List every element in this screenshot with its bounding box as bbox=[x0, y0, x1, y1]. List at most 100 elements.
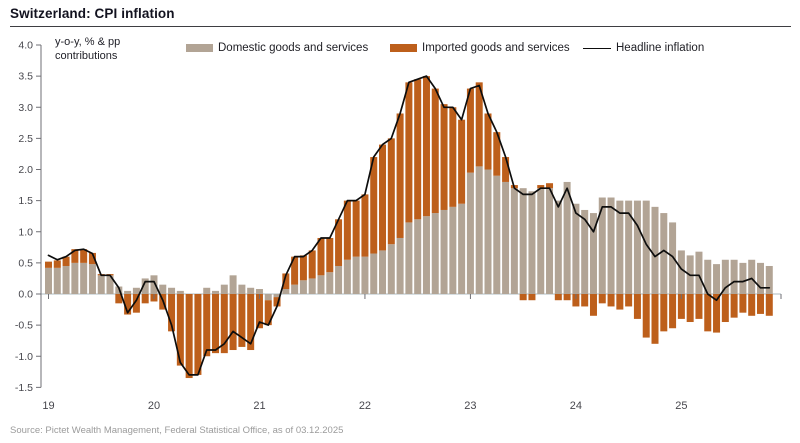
bar-segment bbox=[80, 262, 88, 294]
bar-segment bbox=[185, 294, 193, 379]
bar-segment bbox=[475, 82, 483, 167]
bar-segment bbox=[572, 203, 580, 294]
bar-segment bbox=[124, 290, 132, 294]
bar-segment bbox=[440, 104, 448, 210]
bar-segment bbox=[405, 82, 413, 223]
bar-segment bbox=[264, 300, 272, 326]
tick-label: 1.0 bbox=[18, 226, 33, 238]
bar-segment bbox=[616, 200, 624, 294]
bar-segment bbox=[519, 294, 527, 301]
imported-swatch-icon bbox=[390, 44, 417, 52]
bar-segment bbox=[607, 294, 615, 307]
bar-segment bbox=[458, 203, 466, 294]
bar-segment bbox=[502, 181, 510, 294]
bar-segment bbox=[238, 284, 246, 294]
domestic-swatch-icon bbox=[186, 44, 213, 52]
bar-segment bbox=[686, 294, 694, 323]
bar-segment bbox=[45, 261, 52, 268]
page-title: Switzerland: CPI inflation bbox=[10, 6, 175, 21]
tick-label: 1.5 bbox=[18, 195, 33, 207]
bar-segment bbox=[282, 289, 290, 294]
bar-segment bbox=[326, 272, 334, 294]
bar-segment bbox=[466, 172, 474, 294]
bar-segment bbox=[475, 166, 483, 294]
bar-segment bbox=[563, 181, 571, 294]
bar-segment bbox=[62, 265, 70, 294]
bar-segment bbox=[53, 267, 61, 294]
bar-segment bbox=[168, 294, 176, 332]
tick-label: -1.5 bbox=[15, 382, 33, 394]
bar-segment bbox=[264, 294, 272, 301]
bar-segment bbox=[458, 119, 466, 204]
tick-label: 20 bbox=[148, 400, 160, 412]
bar-segment bbox=[132, 294, 140, 313]
bar-segment bbox=[343, 200, 351, 260]
bar-segment bbox=[739, 294, 747, 313]
bar-segment bbox=[176, 294, 184, 366]
headline-inflation-line bbox=[47, 75, 771, 376]
bar-segment bbox=[695, 294, 703, 319]
bar-segment bbox=[352, 200, 360, 257]
bar-segment bbox=[370, 253, 378, 294]
bar-segment bbox=[53, 260, 61, 268]
bar-segment bbox=[528, 191, 536, 294]
bar-segment bbox=[765, 265, 773, 294]
bar-segment bbox=[695, 251, 703, 294]
bar-segment bbox=[326, 237, 334, 273]
tick-label: 22 bbox=[359, 400, 371, 412]
bar-segment bbox=[440, 209, 448, 294]
bar-segment bbox=[291, 256, 299, 285]
bar-segment bbox=[159, 284, 167, 294]
bar-segment bbox=[255, 294, 263, 329]
bar-segment bbox=[238, 294, 246, 347]
bar-segment bbox=[431, 213, 439, 294]
bar-segment bbox=[317, 237, 325, 276]
bar-segment bbox=[502, 157, 510, 182]
bar-segment bbox=[669, 222, 677, 294]
bar-segment bbox=[449, 206, 457, 294]
bar-segment bbox=[642, 294, 650, 338]
bar-segment bbox=[677, 250, 685, 294]
bar-segment bbox=[651, 206, 659, 294]
bar-segment bbox=[493, 175, 501, 294]
bar-segment bbox=[581, 209, 589, 294]
bar-segment bbox=[607, 197, 615, 294]
bar-segment bbox=[361, 194, 369, 257]
bar-segment bbox=[352, 256, 360, 294]
bar-segment bbox=[730, 259, 738, 294]
bar-segment bbox=[229, 275, 237, 294]
bar-segment bbox=[379, 250, 387, 294]
bar-segment bbox=[765, 294, 773, 316]
stacked-bars bbox=[45, 76, 773, 379]
bar-segment bbox=[572, 294, 580, 307]
bar-segment bbox=[598, 294, 606, 304]
bar-segment bbox=[598, 197, 606, 294]
bar-segment bbox=[519, 188, 527, 294]
bar-segment bbox=[660, 213, 668, 294]
bar-segment bbox=[546, 183, 554, 189]
bar-segment bbox=[308, 250, 316, 279]
bar-segment bbox=[212, 294, 220, 354]
bar-segment bbox=[642, 200, 650, 294]
bar-segment bbox=[176, 290, 184, 294]
x-axis-ticks bbox=[48, 294, 782, 299]
bar-segment bbox=[537, 188, 545, 294]
tick-label: -0.5 bbox=[15, 320, 33, 332]
legend-item-imported: Imported goods and services bbox=[390, 40, 570, 56]
bar-segment bbox=[730, 294, 738, 318]
bar-segment bbox=[387, 244, 395, 294]
bar-segment bbox=[405, 222, 413, 294]
bar-segment bbox=[370, 157, 378, 254]
tick-label: 0.5 bbox=[18, 257, 33, 269]
tick-label: 4.0 bbox=[18, 40, 33, 52]
bar-segment bbox=[721, 259, 729, 294]
bar-segment bbox=[633, 200, 641, 294]
bar-segment bbox=[247, 294, 255, 351]
bar-segment bbox=[379, 144, 387, 251]
bar-segment bbox=[335, 265, 343, 294]
legend-item-headline: Headline inflation bbox=[583, 40, 704, 56]
y-axis: 4.0 3.5 3.0 2.5 2.0 1.5 1.0 0.5 0.0 -0.5 -1.0 -1.5 bbox=[15, 40, 42, 394]
bar-segment bbox=[299, 280, 307, 294]
